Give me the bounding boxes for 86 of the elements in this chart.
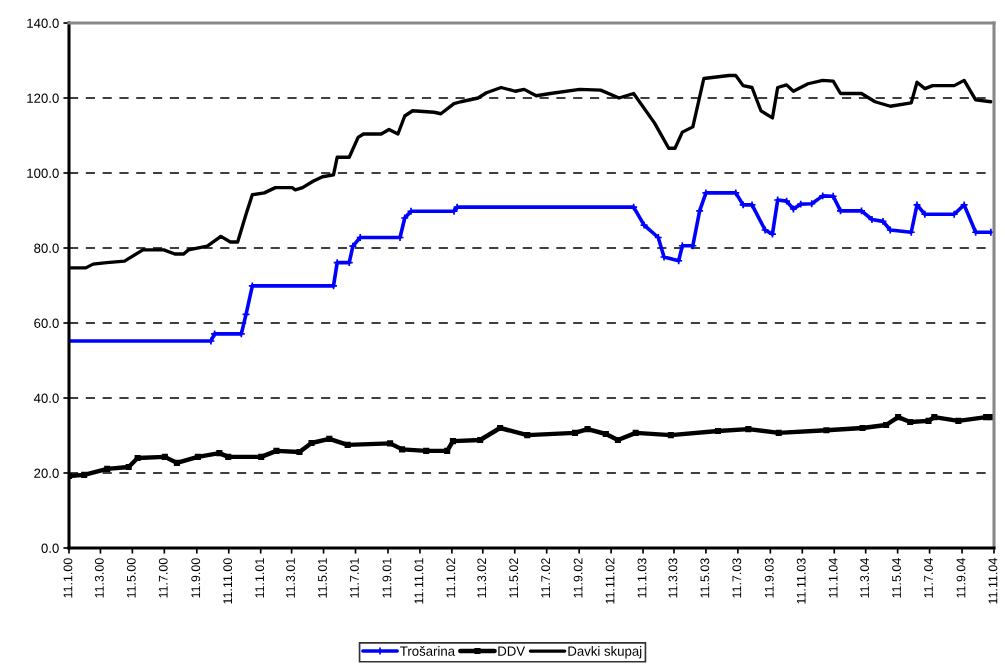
point <box>449 438 456 445</box>
point <box>907 418 914 426</box>
x-tick-label: 11.7.02 <box>541 558 551 598</box>
point <box>387 440 394 447</box>
point <box>104 465 111 472</box>
x-tick-label: 11.1.04 <box>828 558 838 598</box>
x-tick-label: 11.9.03 <box>764 558 774 598</box>
point <box>883 421 890 429</box>
y-tick-label: 140.0 <box>27 18 59 28</box>
point <box>760 225 770 235</box>
x-tick-label: 11.11.03 <box>796 558 806 604</box>
x-tick-label: 11.11.02 <box>605 558 615 604</box>
legend-label: Davki skupaj <box>568 646 642 659</box>
point <box>823 427 830 434</box>
point <box>161 453 168 460</box>
point <box>344 441 351 448</box>
x-tick-label: 11.11.04 <box>988 558 998 604</box>
point <box>639 220 649 230</box>
x-tick-label: 11.5.01 <box>318 558 327 598</box>
x-tick-label: 11.3.01 <box>286 558 295 598</box>
x-tick-label: 11.9.01 <box>382 558 392 598</box>
point <box>859 424 866 432</box>
y-tick-label: 80.0 <box>34 243 59 253</box>
legend-label: Trošarina <box>400 646 456 656</box>
point <box>959 200 969 210</box>
x-tick-label: 11.1.00 <box>63 558 73 598</box>
y-tick-label: 100.0 <box>27 168 59 178</box>
point <box>931 414 938 421</box>
point <box>308 439 315 447</box>
x-tick-label: 11.1.03 <box>637 558 647 598</box>
point <box>399 446 406 453</box>
point <box>714 427 722 435</box>
point <box>667 432 674 439</box>
x-tick-label: 11.5.04 <box>892 558 901 598</box>
point <box>423 447 430 454</box>
x-tick-label: 11.3.03 <box>668 558 678 598</box>
y-tick-label: 120.0 <box>27 93 59 103</box>
point <box>745 426 752 433</box>
x-tick-label: 11.7.03 <box>732 558 742 598</box>
point <box>400 213 410 223</box>
point <box>225 453 232 460</box>
point <box>444 447 451 454</box>
point <box>296 448 303 456</box>
x-tick-label: 11.9.00 <box>191 558 201 598</box>
y-tick-label: 0.0 <box>41 543 59 553</box>
x-tick-label: 11.11.00 <box>223 558 233 604</box>
point <box>81 471 88 478</box>
point <box>955 417 962 424</box>
point <box>173 459 180 466</box>
point <box>524 432 531 439</box>
point <box>925 417 932 424</box>
point <box>125 463 132 471</box>
legend-label: DDV <box>498 646 526 656</box>
y-tick-label: 60.0 <box>34 318 59 328</box>
point <box>497 424 504 432</box>
x-tick-label: 11.1.01 <box>255 558 265 598</box>
point <box>895 414 902 421</box>
x-tick-label: 11.5.02 <box>509 558 519 598</box>
x-tick-label: 11.11.01 <box>414 558 424 604</box>
point <box>775 429 782 436</box>
point <box>216 450 223 457</box>
point <box>194 453 201 460</box>
x-tick-label: 11.9.04 <box>956 558 966 598</box>
x-tick-label: 11.1.02 <box>446 558 456 598</box>
point <box>258 453 265 460</box>
x-tick-label: 11.3.04 <box>860 558 870 598</box>
point <box>571 429 579 436</box>
point <box>632 429 639 436</box>
x-tick-label: 11.7.01 <box>350 558 359 598</box>
point <box>584 426 591 433</box>
x-tick-label: 11.5.03 <box>700 558 710 598</box>
x-tick-label: 11.9.02 <box>573 558 583 598</box>
point <box>134 454 141 462</box>
point <box>326 435 333 442</box>
y-tick-label: 20.0 <box>34 468 59 478</box>
x-tick-label: 11.7.04 <box>924 558 933 598</box>
x-tick-label: 11.3.02 <box>477 558 487 598</box>
y-tick-label: 40.0 <box>33 393 59 403</box>
point <box>614 436 621 444</box>
point <box>674 256 683 266</box>
x-tick-label: 11.7.00 <box>158 558 168 598</box>
point <box>273 447 280 454</box>
x-tick-label: 11.5.00 <box>126 558 136 598</box>
x-tick-label: 11.3.00 <box>94 558 104 598</box>
point <box>602 430 609 438</box>
point <box>477 436 484 444</box>
